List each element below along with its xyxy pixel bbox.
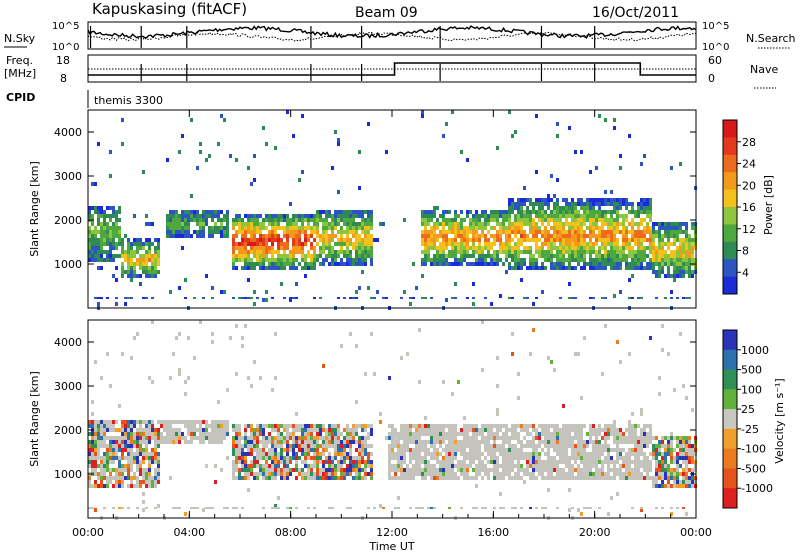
velocity-ytick-label: 1000 <box>54 468 82 481</box>
velocity-colorbar-tick-label: -500 <box>741 462 766 475</box>
time-xlabel: Time UT <box>368 540 414 553</box>
velocity-ytick-label: 3000 <box>54 380 82 393</box>
freq-label-line2: [MHz] <box>4 67 36 80</box>
noise-right-tick-bottom: 10^0 <box>702 42 729 53</box>
velocity-colorbar-label: Velocity [m s⁻¹] <box>773 378 786 463</box>
velocity-colorbar-tick-label: 100 <box>741 383 762 396</box>
velocity-ytick-label: 4000 <box>54 336 82 349</box>
frequency-trace <box>88 62 696 76</box>
velocity-colorbar-tick-label: -25 <box>741 423 759 436</box>
power-colorbar-segment <box>723 259 737 278</box>
velocity-ytick-label: 2000 <box>54 424 82 437</box>
velocity-colorbar-segment <box>723 468 737 489</box>
station-title: Kapuskasing (fitACF) <box>92 0 247 18</box>
power-colorbar-tick-label: 28 <box>742 136 756 149</box>
power-colorbar-segment <box>723 172 737 191</box>
velocity-colorbar-frame <box>722 329 738 509</box>
noise-sky-trace <box>87 25 697 39</box>
noise-left-tick-bottom: 10^0 <box>52 42 79 53</box>
power-colorbar-segment <box>723 137 737 156</box>
power-panel: 1000 2000 3000 4000 Slant Range [km] <box>28 109 697 310</box>
velocity-colorbar-segment <box>723 349 737 371</box>
power-colorbar-segment <box>723 276 737 295</box>
time-xtick-label: 16:00 <box>477 526 509 539</box>
power-colorbar-tick-label: 12 <box>742 223 756 236</box>
power-colorbar-segment <box>723 189 737 208</box>
time-xtick-label: 04:00 <box>173 526 205 539</box>
time-xtick-label: 12:00 <box>376 526 408 539</box>
velocity-colorbar-tick-label: 25 <box>741 403 755 416</box>
freq-label-line1: Freq. <box>6 54 33 67</box>
velocity-colorbar-segment <box>723 448 737 469</box>
power-colorbar-segment <box>723 224 737 243</box>
power-colorbar-tick-label: 4 <box>742 266 749 279</box>
freq-left-tick-top: 18 <box>56 54 70 67</box>
power-ytick-label: 4000 <box>54 126 82 139</box>
cpid-panel: CPID themis 3300 <box>6 90 163 108</box>
noise-sky-label: N.Sky <box>4 32 36 45</box>
nave-right-tick-top: 60 <box>708 54 722 67</box>
velocity-colorbar-segment <box>723 428 737 450</box>
velocity-colorbar-tick-label: -100 <box>741 443 766 456</box>
velocity-colorbar-segment <box>723 409 737 430</box>
velocity-ylabel: Slant Range [km] <box>28 371 41 467</box>
velocity-colorbar-segment <box>723 369 737 390</box>
power-colorbar-segment <box>723 120 737 138</box>
power-colorbar-segment <box>723 154 737 173</box>
power-ylabel: Slant Range [km] <box>28 161 41 257</box>
cpid-label: CPID <box>6 91 35 104</box>
velocity-panel: 1000 2000 3000 4000 00:00 04:00 08:00 12:00 16:… <box>28 110 712 553</box>
power-colorbar-label: Power [dB] <box>762 175 775 235</box>
noise-right-tick-top: 10^5 <box>702 21 729 32</box>
velocity-colorbar-tick-label: 1000 <box>741 344 769 357</box>
power-colorbar-tick-label: 20 <box>742 179 756 192</box>
nave-right-tick-bottom: 0 <box>708 72 715 85</box>
power-ytick-label: 3000 <box>54 170 82 183</box>
frequency-panel: Freq. [MHz] 18 8 60 0 Nave <box>4 54 778 89</box>
freq-left-tick-bottom: 8 <box>60 72 67 85</box>
nave-label: Nave <box>750 63 778 76</box>
date-title: 16/Oct/2011 <box>592 5 679 21</box>
noise-panel: N.Sky 10^5 10^0 10^5 10^0 N.Search <box>4 21 796 53</box>
power-ytick-label: 2000 <box>54 214 82 227</box>
velocity-colorbar-segment <box>723 389 737 410</box>
noise-search-label: N.Search <box>746 32 796 45</box>
power-colorbar-tick-label: 24 <box>742 158 756 171</box>
velocity-colorbar-tick-label: -1000 <box>741 482 773 495</box>
power-colorbar-segment <box>723 241 737 260</box>
time-xtick-label: 00:00 <box>72 526 104 539</box>
time-xtick-label: 08:00 <box>275 526 307 539</box>
time-xtick-label: 20:00 <box>579 526 611 539</box>
velocity-colorbar-segment <box>723 488 737 509</box>
power-colorbar-segment <box>723 207 737 225</box>
power-colorbar: 4 8 12 16 20 24 28 Power [dB] <box>722 119 775 295</box>
power-ytick-label: 1000 <box>54 258 82 271</box>
beam-title: Beam 09 <box>355 5 418 21</box>
velocity-colorbar-tick-label: 500 <box>741 364 762 377</box>
cpid-value: themis 3300 <box>94 94 163 107</box>
velocity-colorbar: 1000 500 100 25 -25 -100 -500 -1000 Velocity [m… <box>722 329 786 509</box>
noise-left-tick-top: 10^5 <box>52 21 79 32</box>
power-colorbar-tick-label: 8 <box>742 245 749 258</box>
power-colorbar-tick-label: 16 <box>742 201 756 214</box>
time-xtick-label: 00:00 <box>680 526 712 539</box>
velocity-colorbar-segment <box>723 330 737 351</box>
